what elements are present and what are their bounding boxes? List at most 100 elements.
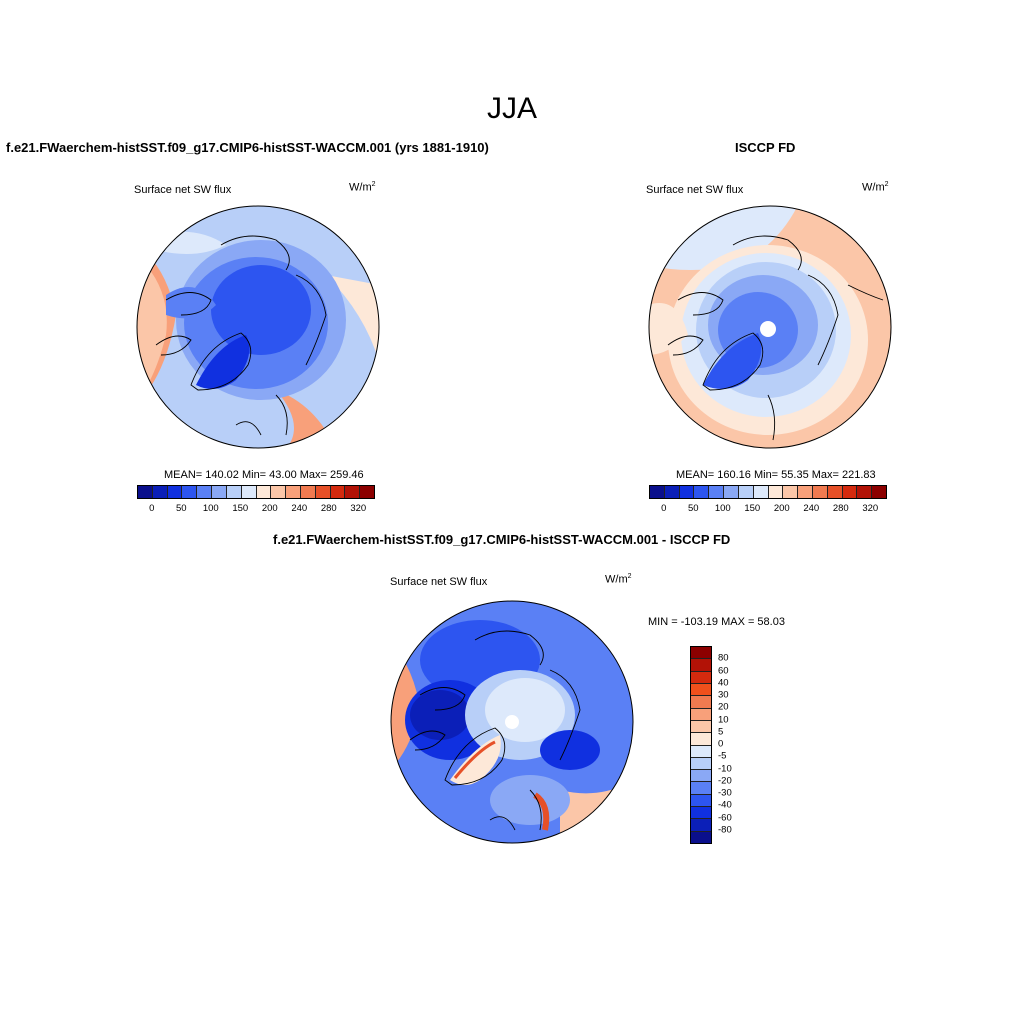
colorbar-box xyxy=(691,671,711,684)
colorbar-box xyxy=(709,486,725,498)
colorbar-box xyxy=(256,486,272,498)
right-polar-map xyxy=(648,205,892,449)
left-variable-label: Surface net SW flux xyxy=(134,184,232,196)
colorbar-box xyxy=(138,486,153,498)
diff-panel-title: f.e21.FWaerchem-histSST.f09_g17.CMIP6-hi… xyxy=(273,532,731,547)
colorbar-tick-label: 30 xyxy=(718,689,729,701)
colorbar-tick-label: 200 xyxy=(773,503,790,514)
diff-colorbar xyxy=(690,646,712,844)
colorbar-box xyxy=(768,486,784,498)
colorbar-box xyxy=(691,770,711,783)
colorbar-box xyxy=(197,486,213,498)
colorbar-box xyxy=(691,794,711,808)
diff-stats: MIN = -103.19 MAX = 58.03 xyxy=(648,616,785,628)
colorbar-tick-label: 320 xyxy=(350,503,367,514)
colorbar-tick-label: 10 xyxy=(718,714,729,725)
colorbar-tick-label: 50 xyxy=(687,503,699,514)
colorbar-tick-label: -80 xyxy=(718,824,732,836)
colorbar-tick-label: -10 xyxy=(718,763,732,774)
colorbar-tick-label: 280 xyxy=(320,503,337,514)
left-colorbar-ticks: 0 50 100 150 200 240 280 320 xyxy=(137,503,373,515)
colorbar-box xyxy=(691,782,711,795)
colorbar-box xyxy=(345,486,361,498)
right-panel-title: ISCCP FD xyxy=(735,140,796,155)
diff-variable-label: Surface net SW flux xyxy=(390,576,488,588)
left-colorbar xyxy=(137,485,375,499)
colorbar-box xyxy=(691,647,711,660)
colorbar-tick-label: 5 xyxy=(718,726,724,738)
colorbar-box xyxy=(691,745,711,758)
colorbar-box xyxy=(286,486,301,498)
colorbar-tick-label: 0 xyxy=(149,503,155,514)
diff-units-label: W/m2 xyxy=(605,573,632,586)
colorbar-tick-label: 200 xyxy=(261,503,278,514)
colorbar-box xyxy=(691,708,711,721)
colorbar-tick-label: 280 xyxy=(832,503,849,514)
colorbar-box xyxy=(694,486,710,498)
season-title: JJA xyxy=(486,92,537,125)
colorbar-tick-label: 150 xyxy=(232,503,249,514)
colorbar-box xyxy=(664,486,680,498)
colorbar-tick-label: 80 xyxy=(718,652,729,664)
colorbar-box xyxy=(315,486,331,498)
colorbar-box xyxy=(300,486,316,498)
colorbar-box xyxy=(691,659,711,672)
colorbar-tick-label: -5 xyxy=(718,750,727,762)
left-polar-map xyxy=(136,205,380,449)
colorbar-tick-label: 20 xyxy=(718,701,729,713)
colorbar-box xyxy=(691,683,711,697)
colorbar-box xyxy=(226,486,242,498)
colorbar-box xyxy=(691,807,711,820)
colorbar-box xyxy=(827,486,843,498)
right-colorbar-ticks: 0 50 100 150 200 240 280 320 xyxy=(649,503,885,515)
colorbar-box xyxy=(241,486,257,498)
colorbar-box xyxy=(360,486,374,498)
colorbar-tick-label: 60 xyxy=(718,665,729,676)
colorbar-tick-label: 50 xyxy=(175,503,187,514)
colorbar-box xyxy=(330,486,346,498)
colorbar-box xyxy=(724,486,739,498)
colorbar-box xyxy=(798,486,813,498)
colorbar-box xyxy=(842,486,858,498)
colorbar-tick-label: -20 xyxy=(718,775,732,787)
colorbar-tick-label: 240 xyxy=(291,503,308,514)
left-panel-title: f.e21.FWaerchem-histSST.f09_g17.CMIP6-hi… xyxy=(6,140,489,155)
colorbar-tick-label: 240 xyxy=(803,503,820,514)
right-colorbar xyxy=(649,485,887,499)
colorbar-tick-label: 100 xyxy=(714,503,731,514)
colorbar-box xyxy=(152,486,168,498)
colorbar-tick-label: 100 xyxy=(202,503,219,514)
colorbar-tick-label: 150 xyxy=(744,503,761,514)
colorbar-tick-label: 40 xyxy=(718,677,729,689)
diff-polar-map xyxy=(390,600,634,844)
colorbar-tick-label: -60 xyxy=(718,812,732,823)
right-units-label: W/m2 xyxy=(862,181,889,194)
right-stats: MEAN= 160.16 Min= 55.35 Max= 221.83 xyxy=(676,469,876,481)
colorbar-tick-label: -40 xyxy=(718,799,732,811)
colorbar-box xyxy=(691,831,711,843)
colorbar-box xyxy=(783,486,799,498)
colorbar-box xyxy=(753,486,769,498)
colorbar-tick-label: 0 xyxy=(661,503,667,514)
colorbar-tick-label: -30 xyxy=(718,787,732,799)
colorbar-box xyxy=(691,733,711,746)
colorbar-box xyxy=(872,486,886,498)
colorbar-box xyxy=(212,486,227,498)
colorbar-box xyxy=(691,696,711,709)
diff-colorbar-labels: 80 60 40 30 20 10 5 0 -5 -10 -20 -30 -40 -60 -80 xyxy=(718,646,758,842)
colorbar-box xyxy=(738,486,754,498)
left-stats: MEAN= 140.02 Min= 43.00 Max= 259.46 xyxy=(164,469,364,481)
colorbar-tick-label: 0 xyxy=(718,738,724,750)
colorbar-box xyxy=(650,486,665,498)
colorbar-box xyxy=(812,486,828,498)
colorbar-box xyxy=(691,757,711,771)
right-variable-label: Surface net SW flux xyxy=(646,184,744,196)
left-units-label: W/m2 xyxy=(349,181,376,194)
colorbar-box xyxy=(857,486,873,498)
colorbar-box xyxy=(679,486,695,498)
colorbar-tick-label: 320 xyxy=(862,503,879,514)
colorbar-box xyxy=(691,819,711,832)
colorbar-box xyxy=(167,486,183,498)
colorbar-box xyxy=(691,720,711,734)
colorbar-box xyxy=(271,486,287,498)
